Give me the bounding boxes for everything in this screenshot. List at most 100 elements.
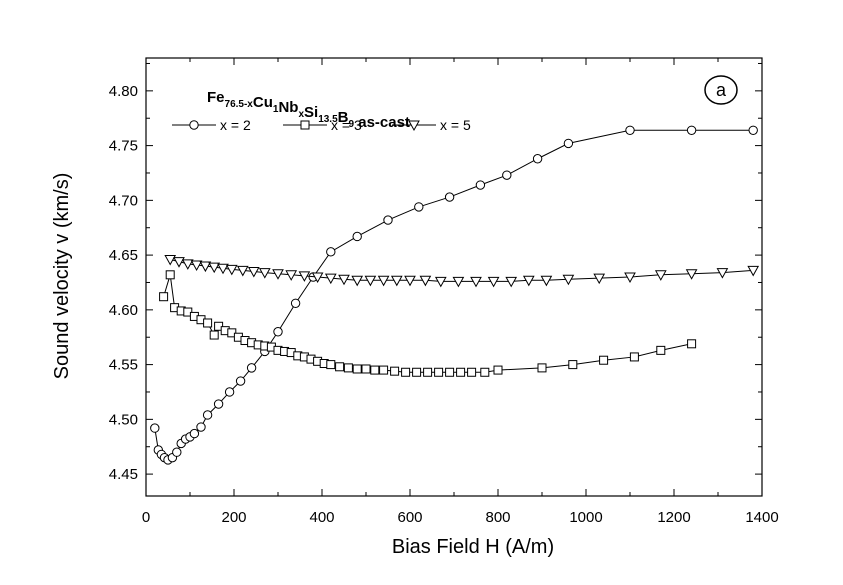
data-point	[686, 125, 697, 135]
data-point	[456, 367, 466, 377]
legend-label: x = 3	[331, 117, 362, 133]
data-point	[625, 125, 635, 135]
data-point	[173, 257, 185, 268]
data-point	[505, 276, 518, 288]
formula-subscript: 1	[273, 104, 279, 115]
data-point	[467, 367, 477, 377]
series-line	[163, 274, 692, 373]
data-point	[246, 363, 257, 373]
data-point	[470, 276, 482, 288]
data-point	[181, 259, 194, 270]
data-point	[383, 215, 393, 225]
data-point	[480, 367, 490, 377]
legend: x = 2 x = 3 x = 5	[172, 117, 471, 133]
y-tick-label: 4.75	[109, 138, 138, 155]
data-point	[338, 274, 350, 286]
data-point	[352, 364, 362, 374]
data-point	[217, 263, 229, 275]
formula-text: Fe	[207, 89, 225, 106]
data-point	[522, 275, 535, 287]
data-point	[563, 138, 574, 149]
formula-subscript: 9	[349, 119, 355, 130]
data-point	[326, 247, 336, 257]
formula-text: Si	[304, 104, 318, 121]
y-tick-label: 4.70	[109, 192, 138, 209]
data-point	[452, 276, 465, 288]
formula-text: Nb	[278, 99, 298, 116]
data-point	[685, 269, 698, 280]
y-tick-label: 4.60	[109, 302, 138, 319]
data-point	[172, 447, 182, 457]
data-point	[224, 387, 235, 397]
x-tick-label: 400	[309, 509, 334, 526]
y-tick-label: 4.45	[109, 466, 138, 483]
data-point	[273, 327, 283, 337]
data-point	[716, 268, 729, 279]
data-point	[343, 363, 353, 373]
x-tick-label: 600	[397, 509, 422, 526]
data-point	[326, 360, 336, 370]
data-point	[537, 363, 547, 373]
panel-label-circle	[704, 75, 738, 105]
y-tick-label: 4.50	[109, 411, 138, 428]
data-point	[236, 265, 249, 277]
data-point	[361, 364, 371, 374]
data-point	[208, 262, 221, 274]
data-point	[423, 367, 433, 377]
data-point	[159, 292, 169, 302]
data-point	[196, 422, 206, 432]
data-point	[165, 270, 175, 280]
data-point	[434, 367, 444, 377]
data-point	[235, 376, 246, 386]
data-point	[445, 367, 455, 377]
data-point	[150, 423, 160, 433]
axis-ticks: 0 200 400 600 800 1000 1200 1400 4.45 4.50 4.55 4.6…	[109, 58, 779, 526]
series-2	[159, 270, 697, 377]
legend-marker	[300, 120, 310, 130]
data-point	[624, 272, 636, 284]
data-point	[593, 273, 606, 285]
formula-subscript: 76.5-x	[225, 99, 254, 110]
data-point	[370, 365, 380, 375]
data-point	[364, 275, 377, 287]
data-point	[377, 275, 390, 287]
formula-text: B	[338, 109, 349, 126]
legend-label: x = 5	[440, 117, 471, 133]
data-point	[493, 365, 503, 375]
data-point	[629, 352, 639, 362]
data-point	[404, 275, 416, 287]
data-point	[434, 276, 447, 288]
data-point	[285, 270, 298, 281]
data-point	[209, 330, 219, 340]
x-tick-label: 200	[221, 509, 246, 526]
data-point	[213, 399, 224, 409]
data-point	[379, 365, 389, 375]
data-point	[748, 125, 758, 135]
legend-item: x = 2	[172, 117, 251, 133]
y-tick-label: 4.55	[109, 357, 138, 374]
data-point	[247, 267, 260, 278]
data-point	[487, 276, 500, 288]
data-point	[199, 261, 212, 273]
data-point	[599, 355, 609, 365]
formula-text: as-cast	[354, 114, 410, 131]
data-point	[225, 264, 238, 276]
data-point	[656, 345, 666, 355]
data-point	[412, 367, 422, 377]
data-point	[290, 298, 301, 308]
data-point	[351, 275, 364, 287]
x-axis-label: Bias Field H (A/m)	[392, 536, 554, 558]
data-point	[401, 367, 411, 377]
y-tick-label: 4.80	[109, 83, 138, 100]
data-point	[335, 362, 345, 372]
composition-annotation: Fe76.5-xCu1NbxSi13.5B9 as-cast	[207, 89, 410, 131]
data-point	[352, 231, 362, 242]
x-tick-label: 1000	[569, 509, 602, 526]
data-point	[390, 366, 400, 376]
formula-subscript: 13.5	[318, 114, 338, 125]
data-point	[562, 274, 575, 286]
data-point	[190, 260, 203, 271]
data-point	[390, 275, 403, 287]
x-tick-label: 1200	[657, 509, 690, 526]
data-point	[414, 202, 424, 212]
